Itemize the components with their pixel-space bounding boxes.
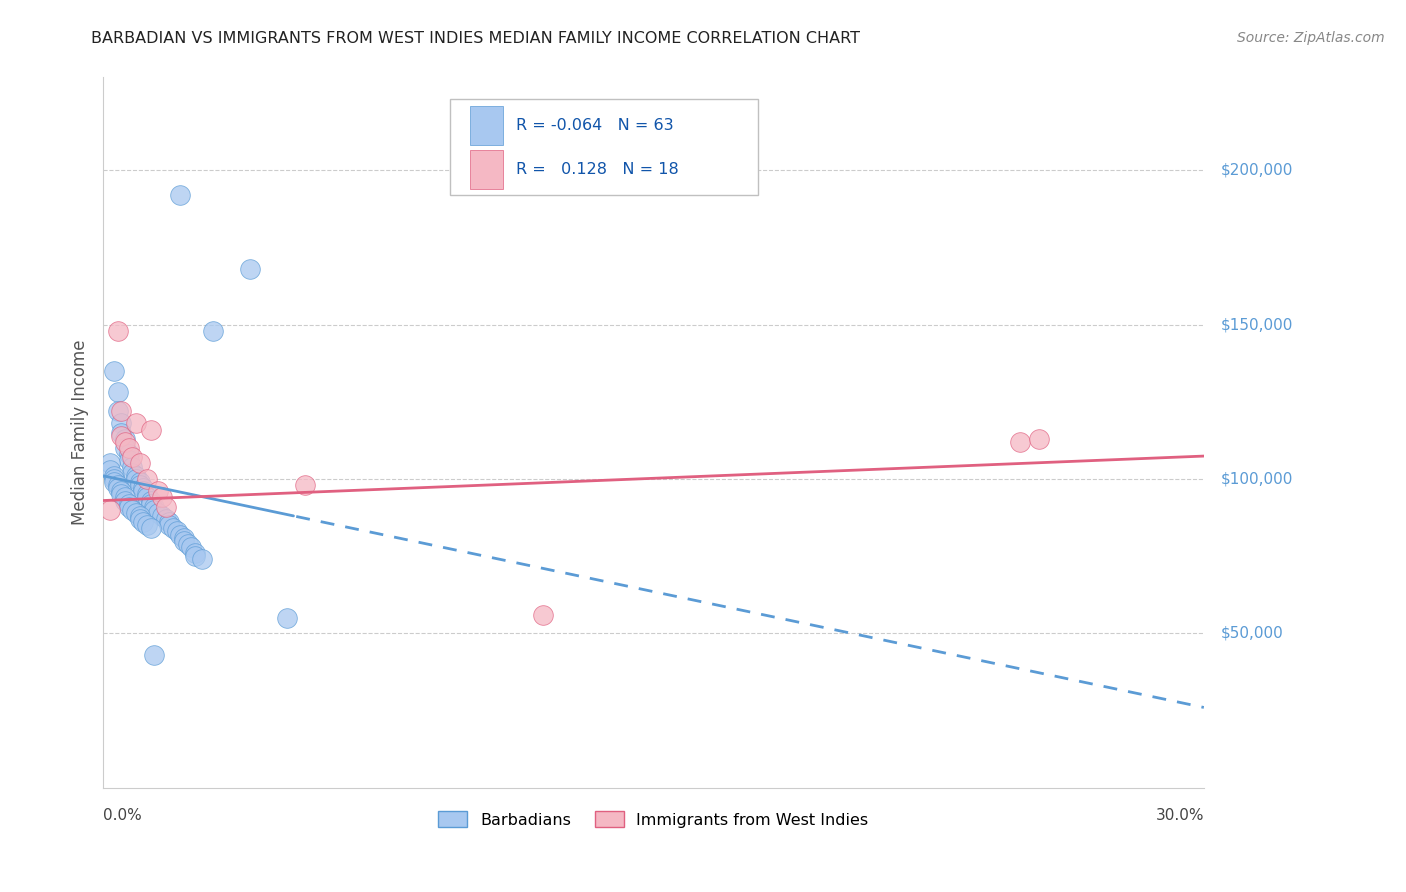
Point xyxy=(107,478,129,492)
Point xyxy=(173,533,195,548)
Point xyxy=(128,475,150,489)
Point xyxy=(107,404,129,418)
Point xyxy=(103,475,125,489)
Point xyxy=(150,491,173,505)
Point xyxy=(103,364,125,378)
Point xyxy=(143,503,166,517)
Bar xyxy=(470,106,503,145)
Point xyxy=(103,468,125,483)
Point xyxy=(136,487,159,501)
Point xyxy=(118,453,141,467)
Text: $150,000: $150,000 xyxy=(1220,317,1292,332)
Point xyxy=(180,540,202,554)
Point xyxy=(162,521,184,535)
Point xyxy=(121,466,143,480)
Point xyxy=(139,497,162,511)
Point xyxy=(191,552,214,566)
Point xyxy=(139,493,162,508)
Point xyxy=(157,518,180,533)
Point xyxy=(166,524,188,539)
Point xyxy=(125,417,148,431)
Point xyxy=(1028,432,1050,446)
Point xyxy=(114,491,136,505)
Text: $100,000: $100,000 xyxy=(1220,472,1292,486)
Text: R =   0.128   N = 18: R = 0.128 N = 18 xyxy=(516,162,679,178)
Point xyxy=(128,457,150,471)
Point xyxy=(143,500,166,514)
Point xyxy=(121,503,143,517)
Point xyxy=(184,549,207,563)
Text: 30.0%: 30.0% xyxy=(1156,808,1204,822)
Point xyxy=(155,500,177,514)
Point xyxy=(202,324,225,338)
Point xyxy=(110,487,132,501)
Point xyxy=(107,385,129,400)
Point xyxy=(110,404,132,418)
Point xyxy=(169,527,191,541)
Point xyxy=(121,450,143,465)
Point xyxy=(176,537,198,551)
Point xyxy=(169,187,191,202)
Point xyxy=(110,428,132,442)
Point xyxy=(146,506,169,520)
Point xyxy=(107,324,129,338)
Point xyxy=(118,447,141,461)
Point xyxy=(184,546,207,560)
Point xyxy=(125,472,148,486)
Point xyxy=(136,491,159,505)
Point xyxy=(139,521,162,535)
Point xyxy=(143,648,166,662)
Point xyxy=(150,508,173,523)
Y-axis label: Median Family Income: Median Family Income xyxy=(72,340,89,525)
Text: R = -0.064   N = 63: R = -0.064 N = 63 xyxy=(516,119,673,133)
Text: $200,000: $200,000 xyxy=(1220,162,1292,178)
Point xyxy=(132,481,155,495)
Point xyxy=(107,481,129,495)
Text: BARBADIAN VS IMMIGRANTS FROM WEST INDIES MEDIAN FAMILY INCOME CORRELATION CHART: BARBADIAN VS IMMIGRANTS FROM WEST INDIES… xyxy=(91,31,860,46)
Point xyxy=(139,423,162,437)
Point xyxy=(294,478,316,492)
Point xyxy=(118,441,141,455)
Point xyxy=(118,497,141,511)
Text: Source: ZipAtlas.com: Source: ZipAtlas.com xyxy=(1237,31,1385,45)
Point xyxy=(110,417,132,431)
Point xyxy=(136,518,159,533)
Point xyxy=(128,508,150,523)
Point xyxy=(114,434,136,449)
Point xyxy=(125,468,148,483)
Point xyxy=(110,484,132,499)
Point xyxy=(132,484,155,499)
Point xyxy=(128,478,150,492)
Point xyxy=(155,512,177,526)
Bar xyxy=(470,150,503,189)
Point xyxy=(114,432,136,446)
Point xyxy=(114,441,136,455)
Point xyxy=(100,503,122,517)
Point xyxy=(533,607,555,622)
Text: 0.0%: 0.0% xyxy=(103,808,142,822)
Point xyxy=(173,531,195,545)
Point xyxy=(114,493,136,508)
FancyBboxPatch shape xyxy=(450,99,758,194)
Point xyxy=(121,459,143,474)
Point xyxy=(136,472,159,486)
Point xyxy=(132,515,155,529)
Text: $50,000: $50,000 xyxy=(1220,626,1284,640)
Legend: Barbadians, Immigrants from West Indies: Barbadians, Immigrants from West Indies xyxy=(432,805,875,834)
Point xyxy=(239,261,262,276)
Point xyxy=(1010,434,1032,449)
Point xyxy=(110,425,132,440)
Point xyxy=(103,472,125,486)
Point xyxy=(128,512,150,526)
Point xyxy=(276,611,298,625)
Point xyxy=(100,457,122,471)
Point xyxy=(157,515,180,529)
Point xyxy=(125,506,148,520)
Point xyxy=(146,484,169,499)
Point xyxy=(100,463,122,477)
Point xyxy=(118,500,141,514)
